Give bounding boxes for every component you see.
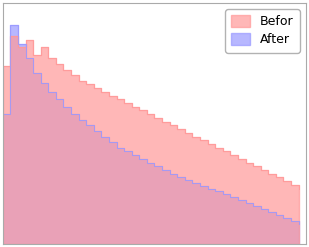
Legend: Befor, After: Befor, After <box>225 9 300 53</box>
